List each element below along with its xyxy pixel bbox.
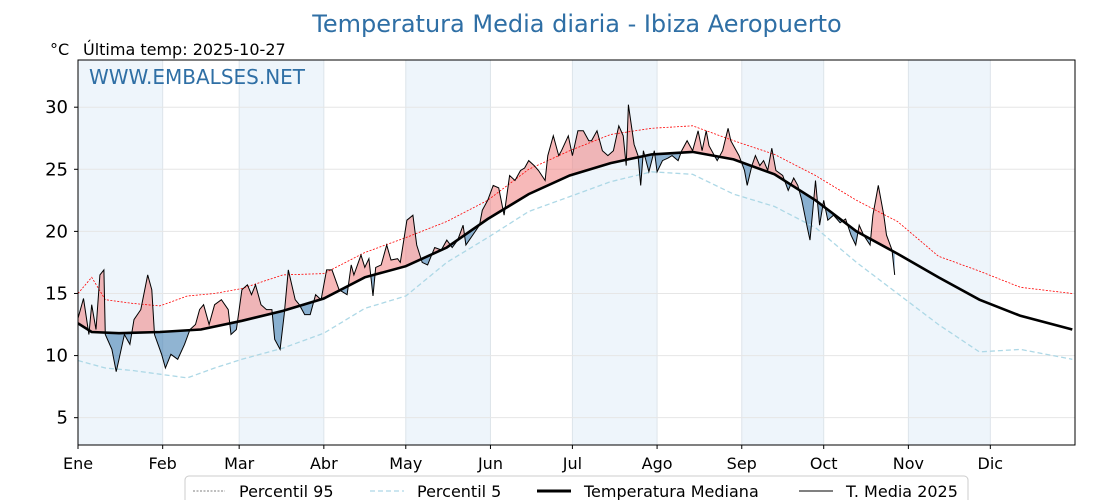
x-tick-label: May xyxy=(389,454,422,473)
current-year-line xyxy=(78,104,896,372)
median-line xyxy=(78,150,1073,335)
y-tick-label: 10 xyxy=(45,346,68,367)
y-tick-label: 25 xyxy=(45,159,68,180)
month-band xyxy=(741,60,824,445)
plot-frame xyxy=(77,59,1076,446)
month-band xyxy=(78,60,163,445)
x-tick-label: Ago xyxy=(642,454,673,473)
grid-lines xyxy=(77,60,1075,445)
watermark: WWW.EMBALSES.NET xyxy=(89,65,306,89)
month-band xyxy=(908,60,991,445)
legend-current-label: T. Media 2025 xyxy=(845,482,958,500)
x-tick-label: Abr xyxy=(310,454,338,473)
last-temp-label: Última temp: 2025-10-27 xyxy=(83,40,286,59)
y-tick-label: 5 xyxy=(57,408,68,429)
below-median-fill xyxy=(78,151,895,372)
x-tick-label: Sep xyxy=(727,454,757,473)
unit-label: °C xyxy=(50,40,69,59)
month-bands xyxy=(78,60,991,445)
y-tick-label: 15 xyxy=(45,283,68,304)
legend-box xyxy=(184,475,969,500)
x-axis: Ene Feb Mar Abr May Jun Jul Ago Sep Oct Nov Dic xyxy=(63,445,1003,473)
x-tick-label: Oct xyxy=(810,454,838,473)
x-tick-label: Jun xyxy=(477,454,503,473)
month-band xyxy=(405,60,491,445)
y-tick-label: 20 xyxy=(45,221,68,242)
x-tick-label: Mar xyxy=(224,454,255,473)
month-band xyxy=(572,60,658,445)
y-tick-label: 30 xyxy=(45,97,68,118)
legend: Percentil 95 Percentil 5 Temperatura Med… xyxy=(184,475,969,500)
legend-p95-label: Percentil 95 xyxy=(239,482,334,500)
chart-title: Temperatura Media diaria - Ibiza Aeropue… xyxy=(311,10,841,38)
x-tick-label: Dic xyxy=(978,454,1004,473)
legend-p5-label: Percentil 5 xyxy=(417,482,501,500)
x-tick-label: Feb xyxy=(149,454,177,473)
x-tick-label: Nov xyxy=(893,454,924,473)
p5-line xyxy=(78,171,1073,379)
y-axis: 5 10 15 20 25 30 xyxy=(45,97,78,429)
month-band xyxy=(239,60,324,445)
x-tick-label: Ene xyxy=(63,454,93,473)
x-tick-label: Jul xyxy=(562,454,582,473)
legend-median-label: Temperatura Mediana xyxy=(583,482,759,500)
